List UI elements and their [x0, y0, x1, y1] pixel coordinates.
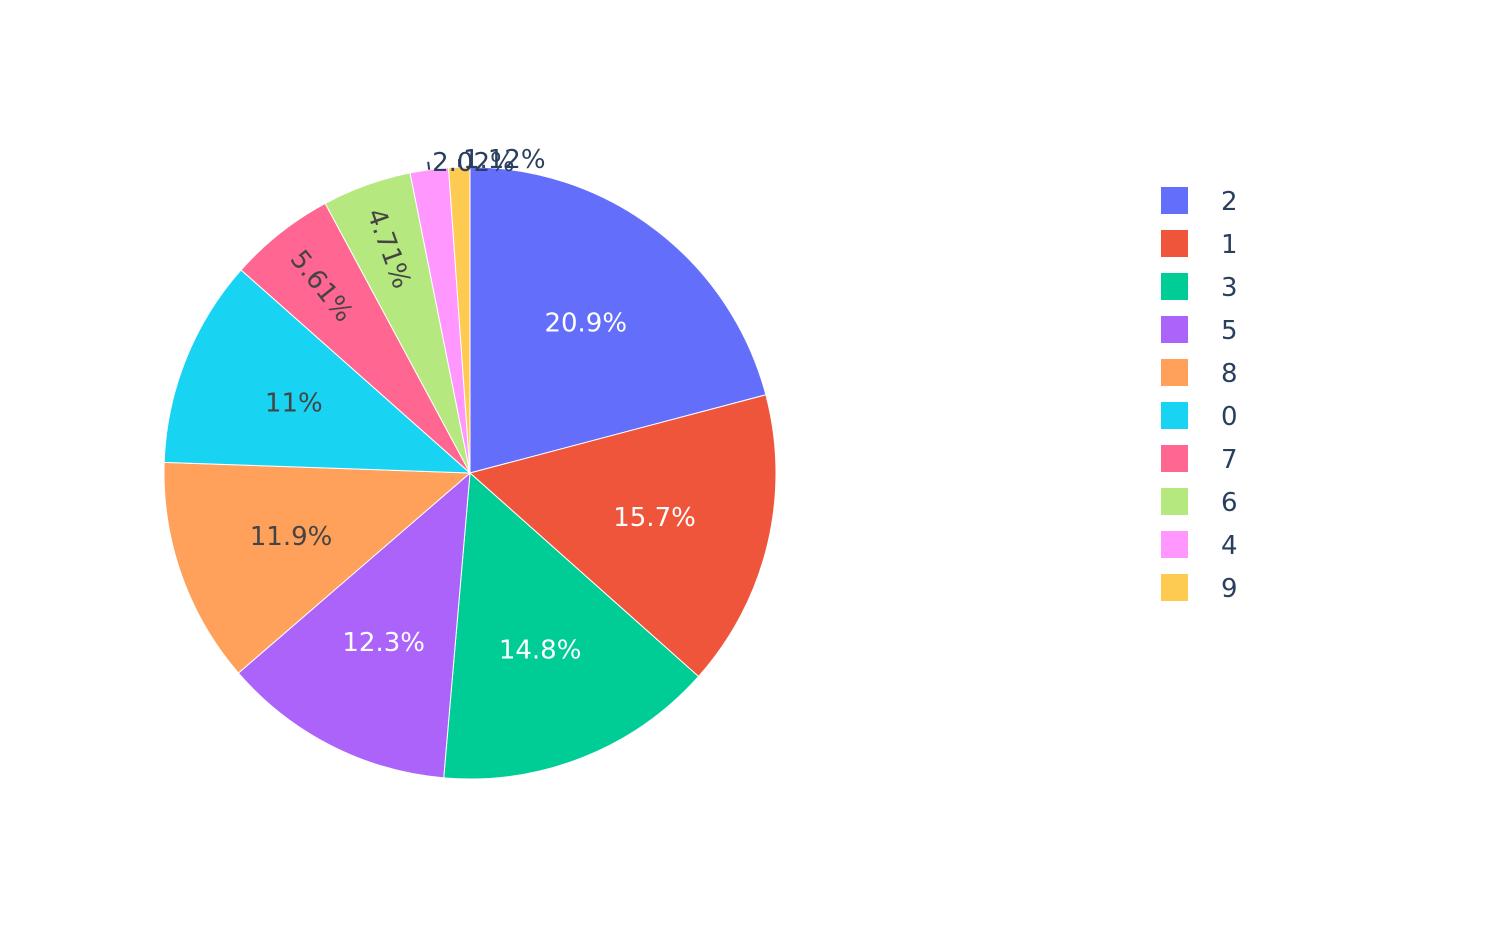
legend-item-4[interactable]: 4 — [1161, 531, 1238, 561]
legend-swatch-0 — [1161, 402, 1188, 429]
legend-item-7[interactable]: 7 — [1161, 445, 1238, 475]
pie-slice-0[interactable] — [163, 269, 472, 474]
legend-swatch-8 — [1161, 359, 1188, 386]
legend-label-6: 6 — [1221, 488, 1238, 518]
slice-label-5: 12.3% — [342, 628, 425, 658]
slice-label-0: 11% — [265, 389, 323, 419]
slice-label-8: 11.9% — [250, 522, 333, 552]
pie-slice-1[interactable] — [468, 394, 777, 678]
pie-slice-3[interactable] — [443, 471, 700, 780]
slice-label-4: 2.02% — [432, 148, 515, 178]
leader-line-4 — [427, 161, 431, 170]
legend-item-9[interactable]: 9 — [1161, 574, 1238, 604]
pie-slice-2[interactable] — [469, 166, 767, 474]
legend-item-6[interactable]: 6 — [1161, 488, 1238, 518]
slice-label-3: 14.8% — [499, 635, 582, 665]
legend-swatch-9 — [1161, 574, 1188, 601]
legend-label-5: 5 — [1221, 316, 1238, 346]
legend-swatch-5 — [1161, 316, 1188, 343]
pie-slice-5[interactable] — [237, 471, 471, 779]
legend-label-7: 7 — [1221, 445, 1238, 475]
legend-item-5[interactable]: 5 — [1161, 316, 1238, 346]
legend-label-9: 9 — [1221, 574, 1238, 604]
legend-swatch-6 — [1161, 488, 1188, 515]
pie-slice-8[interactable] — [163, 461, 472, 674]
legend-item-2[interactable]: 2 — [1161, 187, 1238, 217]
legend-item-0[interactable]: 0 — [1161, 402, 1238, 432]
legend-item-3[interactable]: 3 — [1161, 273, 1238, 303]
legend-item-1[interactable]: 1 — [1161, 230, 1238, 260]
legend-label-1: 1 — [1221, 230, 1238, 260]
slice-label-9: 1.12% — [463, 145, 546, 175]
legend-swatch-3 — [1161, 273, 1188, 300]
legend-swatch-1 — [1161, 230, 1188, 257]
legend-label-3: 3 — [1221, 273, 1238, 303]
legend: 2 1 3 5 8 0 7 6 4 9 — [1161, 187, 1238, 604]
legend-label-2: 2 — [1221, 187, 1238, 217]
legend-item-8[interactable]: 8 — [1161, 359, 1238, 389]
slice-label-1: 15.7% — [613, 503, 696, 533]
legend-swatch-4 — [1161, 531, 1188, 558]
legend-label-8: 8 — [1221, 359, 1238, 389]
slice-label-2: 20.9% — [544, 309, 627, 339]
legend-swatch-7 — [1161, 445, 1188, 472]
legend-label-4: 4 — [1221, 531, 1238, 561]
pie-slices — [163, 166, 777, 780]
legend-label-0: 0 — [1221, 402, 1238, 432]
legend-swatch-2 — [1161, 187, 1188, 214]
